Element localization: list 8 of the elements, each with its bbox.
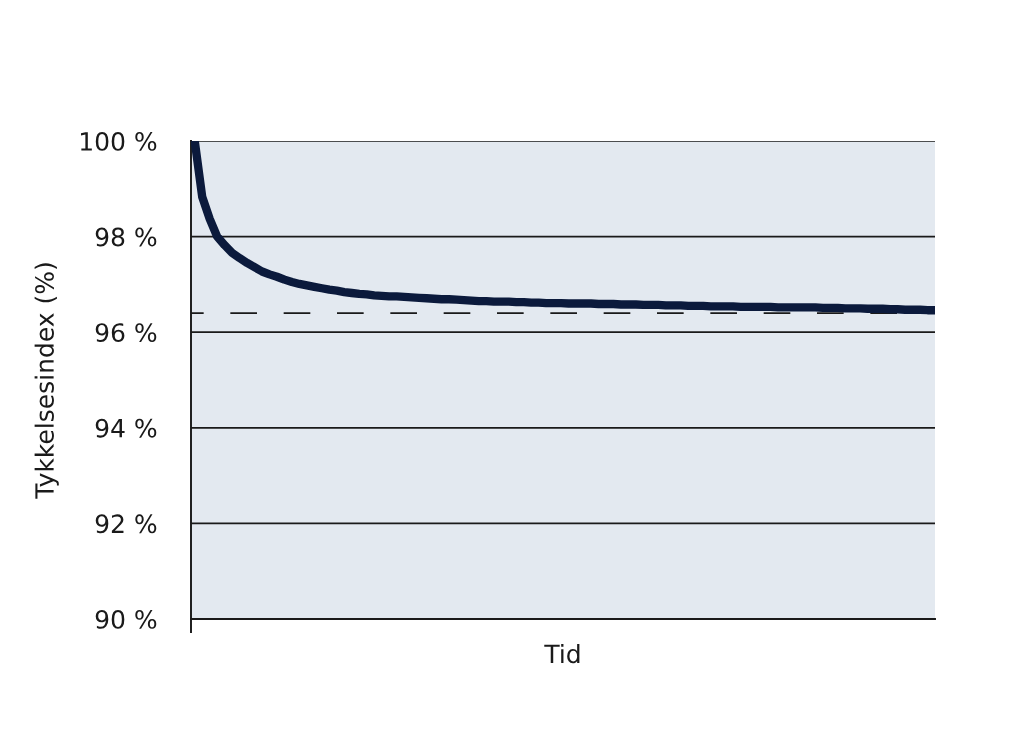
y-tick-label: 94 % [95,418,157,438]
y-tick-label: 90 % [95,609,157,629]
y-tick-label: 92 % [95,514,157,534]
y-tick-label: 96 % [95,323,157,343]
x-axis-title: Tid [544,644,580,664]
y-tick-label: 98 % [95,227,157,247]
y-axis-title: Tykkelsesindex (%) [34,263,59,499]
y-tick-label: 100 % [80,131,157,151]
